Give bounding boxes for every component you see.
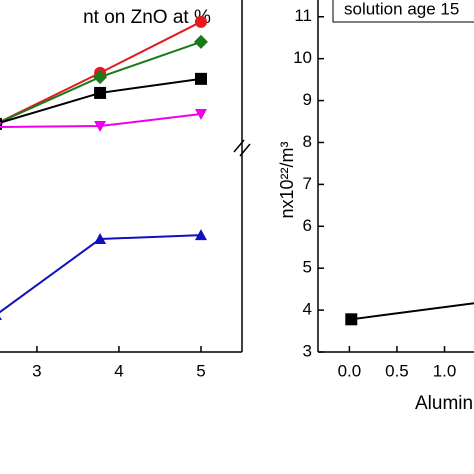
marker: [194, 72, 207, 85]
series-line: [0, 234, 202, 314]
y-tick-label: 4: [303, 300, 312, 319]
y-tick-label: 6: [303, 216, 312, 235]
series-line: [351, 302, 474, 321]
y-tick-label: 9: [303, 90, 312, 109]
marker: [94, 233, 107, 245]
marker: [93, 70, 108, 85]
marker: [194, 229, 207, 241]
y-tick-label: 7: [303, 174, 312, 193]
x-tick-label: 4: [114, 361, 123, 380]
y-axis-title: nx10²²/m³: [277, 141, 297, 218]
marker: [345, 313, 358, 326]
legend-box: [332, 0, 474, 23]
x-axis-title: nt on ZnO at %: [83, 7, 211, 28]
x-tick-label: 1.0: [433, 361, 457, 380]
x-axis-title: Alumin: [415, 393, 473, 414]
x-tick-label: 5: [196, 361, 205, 380]
y-tick-label: 5: [303, 258, 312, 277]
marker: [193, 34, 208, 49]
marker: [94, 86, 107, 99]
marker: [194, 109, 207, 121]
marker: [0, 316, 2, 321]
marker: [0, 122, 2, 126]
x-tick-label: 0.0: [338, 361, 362, 380]
y-tick-label: 11: [294, 6, 312, 25]
y-tick-label: 10: [293, 48, 312, 67]
plot-area: [0, 15, 208, 321]
legend-text: solution age 15: [344, 0, 459, 18]
marker: [94, 121, 107, 133]
x-tick-label: 3: [32, 361, 41, 380]
marker: [194, 15, 207, 28]
y-tick-label: 3: [303, 341, 312, 360]
x-tick-label: 0.5: [385, 361, 409, 380]
plot-area: [345, 302, 474, 326]
y-tick-label: 8: [303, 132, 312, 151]
